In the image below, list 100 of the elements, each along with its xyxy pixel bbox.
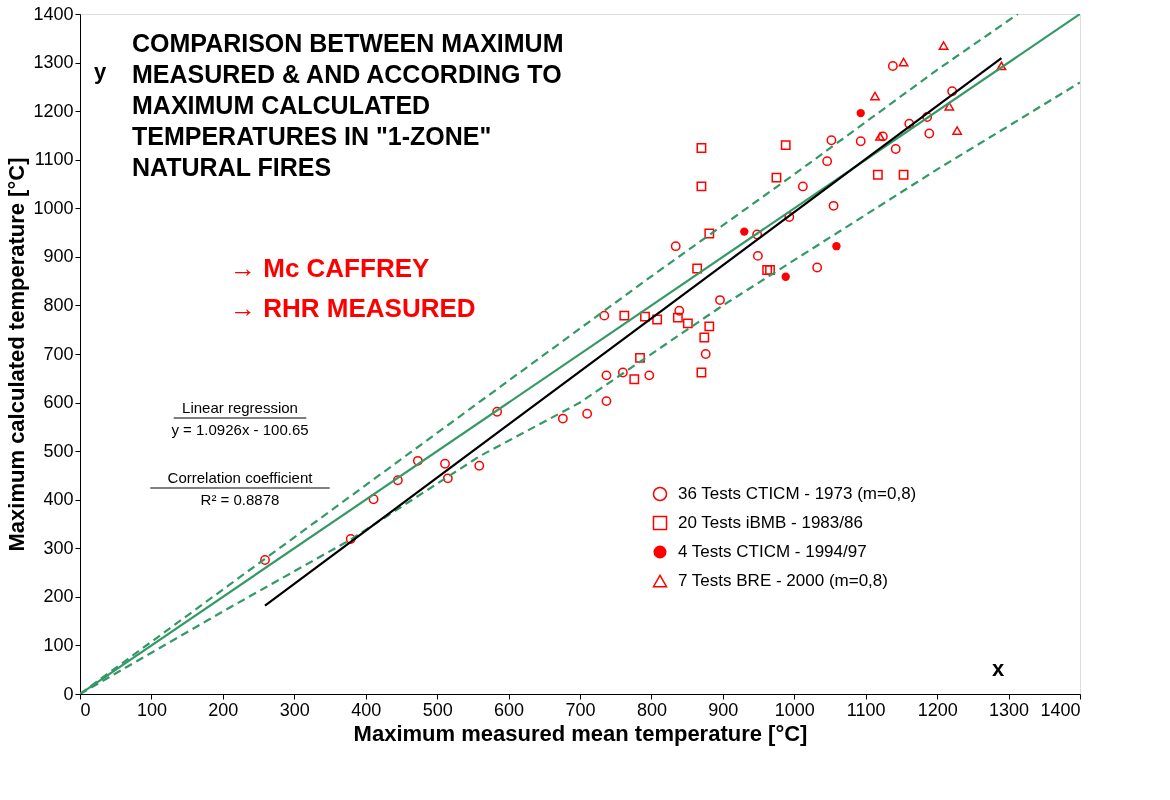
y-tick-label: 700 [43,343,74,364]
y-tick-label: 500 [43,440,74,461]
point [996,61,1007,71]
x-tick-label: 100 [136,699,167,720]
x-tick-label: 500 [422,699,453,720]
point [260,555,270,565]
point [704,321,715,332]
point [875,132,885,141]
annotation: R² = 0.8878 [200,491,280,508]
point [557,413,568,424]
x-tick-label: 600 [494,699,525,720]
point [644,370,655,381]
point [771,172,782,183]
point [904,118,915,129]
x-tick-label: 200 [208,699,239,720]
point [619,310,630,321]
x-tick-label: 0 [80,699,91,720]
point [855,136,866,147]
annotation: Linear regression [182,399,298,416]
point [492,406,503,417]
point [898,169,909,180]
y-tick-label: 1200 [33,100,74,121]
point [696,143,707,153]
annotation: → Mc CAFFREY [230,253,430,283]
y-tick-label: 100 [43,634,74,655]
point [938,41,949,50]
y-tick-label: 1000 [33,197,74,218]
point [674,305,685,316]
x-axis-title: Maximum measured mean temperature [°C] [353,720,808,746]
point [617,367,628,378]
point [856,108,865,118]
y-tick-label: 400 [43,489,74,510]
point [877,131,888,142]
legend-label: 20 Tests iBMB - 1983/86 [678,513,863,532]
point [582,408,593,419]
point [781,272,790,281]
y-tick-label: 1400 [33,3,74,24]
point [682,318,693,329]
annotation: Correlation coefficient [167,469,314,486]
annotation: y = 1.0926x - 100.65 [171,421,309,438]
point [412,455,423,466]
y-tick-label: 1100 [34,149,74,170]
y-tick-label: 300 [43,537,74,558]
point [700,349,711,359]
point [828,200,839,211]
x-tick-label: 400 [351,699,382,720]
point [696,367,707,378]
legend-label: 4 Tests CTICM - 1994/97 [678,542,867,561]
point [392,475,403,486]
point [601,370,612,381]
point [797,181,808,192]
point [345,534,356,544]
point [890,144,901,154]
point [924,128,935,139]
y-tick-label: 1300 [33,52,74,73]
y-axis-title: Maximum calculated temperature [°C] [4,157,30,552]
x-tick-label: 300 [279,699,310,720]
point [752,250,763,261]
point [947,86,958,97]
y-tick-label: 800 [43,294,74,315]
point [368,494,379,505]
point [692,263,703,274]
y-tick-label: 900 [43,246,74,267]
point [640,311,650,322]
annotation: → RHR MEASURED [230,293,476,323]
point [826,135,837,146]
point [832,242,841,251]
legend-label: 7 Tests BRE - 2000 (m=0,8) [678,571,888,590]
point [635,352,645,363]
point [704,228,715,239]
x-tick-label: 800 [636,699,667,720]
point [474,460,485,471]
x-tick-label: 1100 [846,699,886,720]
point [952,126,963,135]
legend-label: 36 Tests CTICM - 1973 (m=0,8) [678,484,917,503]
x-tick-label: 1300 [989,699,1030,720]
point [629,374,640,385]
point [672,312,683,323]
x-tick-label: 900 [708,699,739,720]
point [898,57,909,67]
point [599,310,610,321]
x-tick-label: 700 [565,699,596,720]
point [822,156,833,167]
point [780,140,791,151]
point [696,181,707,192]
point [752,229,763,240]
x-tick-label: 1200 [917,699,958,720]
point [652,314,663,325]
point [812,262,823,273]
point [601,396,612,407]
point [699,332,710,343]
point [440,458,450,469]
text: COMPARISON BETWEEN MAXIMUM MEASURED & AND ACCORDING TO MAXIMUM CALCULATED TEMPERATURES IN "1-ZONE" NATURAL FIRES [132,29,564,181]
point [870,91,880,101]
point [872,169,883,180]
x-tick-label: 1000 [774,699,815,720]
y-tick-label: 0 [63,683,74,704]
y-tick-label: 600 [43,392,74,413]
x-tick-label: 1400 [1040,699,1081,720]
point [715,295,725,306]
